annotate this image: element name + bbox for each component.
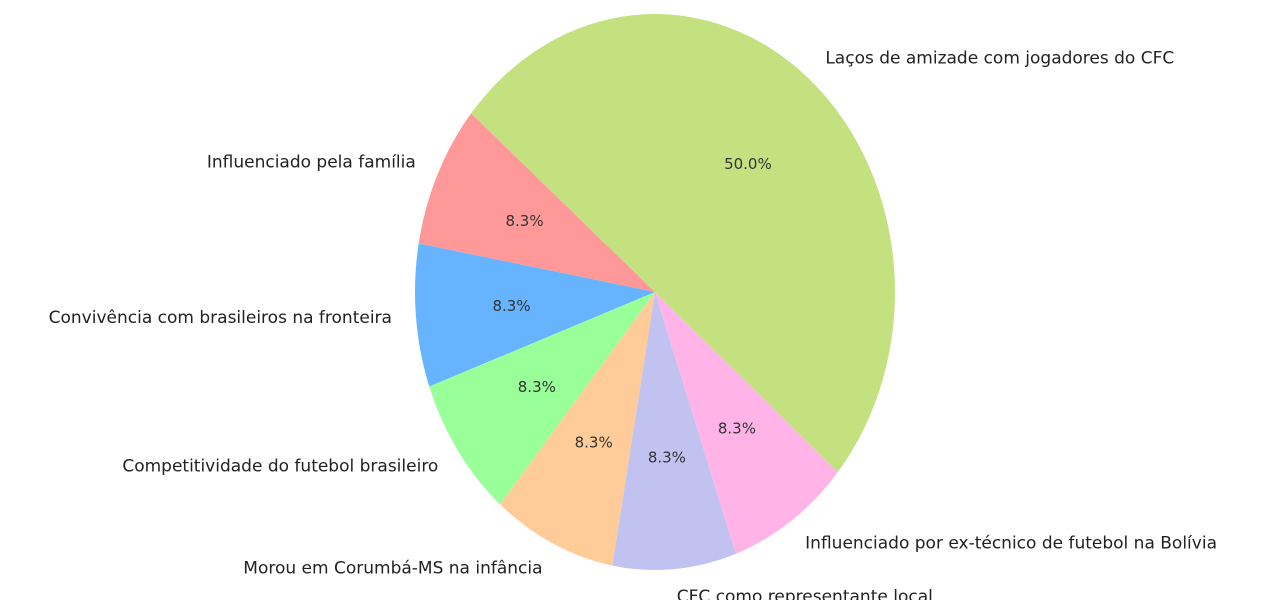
slice-percent: 8.3% <box>648 449 686 467</box>
pie-slice <box>429 292 655 505</box>
slice-label: Influenciado pela família <box>207 153 416 173</box>
slice-label: Competitividade do futebol brasileiro <box>122 457 438 477</box>
slice-label: CFC como representante local <box>677 587 933 600</box>
slice-percent: 8.3% <box>518 378 556 396</box>
slice-label: Morou em Corumbá-MS na infância <box>243 559 542 579</box>
slice-percent: 8.3% <box>505 212 543 230</box>
pie-slice <box>500 292 655 566</box>
pie-slice <box>418 113 655 292</box>
pie-slice <box>471 14 895 473</box>
slice-label: Laços de amizade com jogadores do CFC <box>825 48 1174 68</box>
slice-percent: 50.0% <box>724 155 772 173</box>
slice-label: Convivência com brasileiros na fronteira <box>49 308 392 328</box>
slice-percent: 8.3% <box>718 420 756 438</box>
pie-slice <box>415 243 655 387</box>
slice-percent: 8.3% <box>575 433 613 451</box>
pie-slice <box>612 292 736 570</box>
slice-label: Influenciado por ex-técnico de futebol n… <box>805 534 1217 554</box>
pie-slice <box>655 292 838 554</box>
slice-percent: 8.3% <box>492 297 530 315</box>
